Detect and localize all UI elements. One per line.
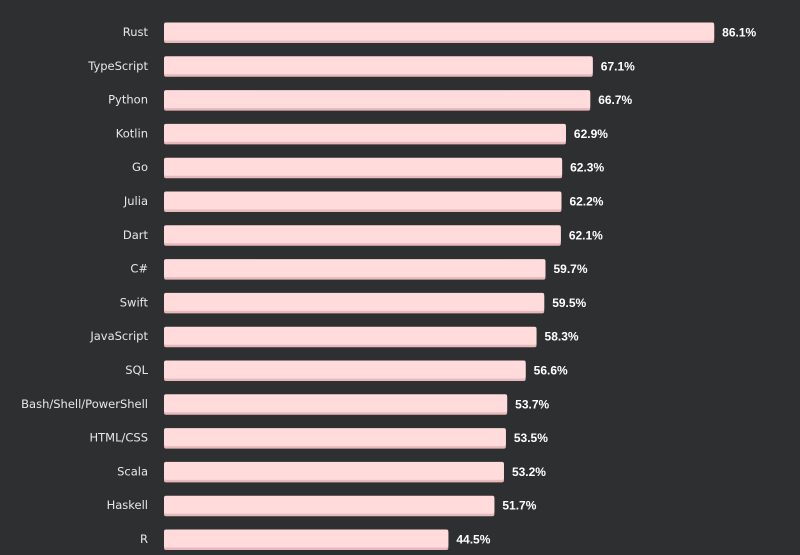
value-label-julia: 62.2%: [569, 195, 603, 209]
value-label-sql: 56.6%: [534, 364, 568, 378]
category-label-julia: Julia: [123, 194, 148, 208]
category-label-python: Python: [108, 93, 148, 107]
value-label-typescript: 67.1%: [601, 59, 635, 73]
value-label-haskell: 51.7%: [502, 499, 536, 513]
value-label-go: 62.3%: [570, 161, 604, 175]
value-label-c: 59.7%: [553, 262, 587, 276]
bar-html-css: [164, 428, 506, 447]
value-label-python: 66.7%: [598, 93, 632, 107]
bars: [164, 22, 715, 550]
category-label-bash-shell-powershell: Bash/Shell/PowerShell: [21, 397, 148, 411]
category-label-rust: Rust: [123, 25, 149, 39]
bar-c: [164, 259, 546, 278]
bar-scala: [164, 461, 504, 480]
category-label-javascript: JavaScript: [89, 329, 148, 343]
value-labels: 86.1% 67.1% 66.7% 62.9% 62.3% 62.2% 62.1% 59.7%…: [456, 26, 756, 547]
value-label-html-css: 53.5%: [514, 431, 548, 445]
category-label-r: R: [140, 532, 148, 546]
bar-julia: [164, 191, 562, 210]
bar-dart: [164, 225, 561, 244]
category-label-html-css: HTML/CSS: [89, 431, 148, 445]
bar-go: [164, 157, 563, 176]
bar-python: [164, 90, 591, 109]
category-label-scala: Scala: [117, 464, 148, 478]
category-label-typescript: TypeScript: [87, 59, 148, 73]
bar-r: [164, 529, 449, 548]
category-label-go: Go: [132, 160, 148, 174]
bar-bash-shell-powershell: [164, 394, 508, 413]
value-label-kotlin: 62.9%: [574, 127, 608, 141]
value-label-rust: 86.1%: [722, 26, 756, 40]
bar-javascript: [164, 326, 537, 345]
bar-swift: [164, 292, 545, 311]
category-label-c: C#: [130, 262, 148, 276]
category-label-kotlin: Kotlin: [116, 126, 148, 140]
bar-typescript: [164, 56, 593, 75]
value-label-r: 44.5%: [456, 533, 490, 547]
value-label-bash-shell-powershell: 53.7%: [515, 397, 549, 411]
category-label-swift: Swift: [120, 295, 149, 309]
bar-kotlin: [164, 123, 566, 142]
value-label-javascript: 58.3%: [545, 330, 579, 344]
category-labels: Rust TypeScript Python Kotlin Go Julia Dart C# S…: [21, 25, 148, 546]
category-label-haskell: Haskell: [107, 498, 148, 512]
category-label-dart: Dart: [123, 228, 149, 242]
value-label-scala: 53.2%: [512, 465, 546, 479]
bar-haskell: [164, 495, 495, 514]
bar-sql: [164, 360, 526, 379]
value-label-dart: 62.1%: [569, 228, 603, 242]
category-label-sql: SQL: [125, 363, 148, 377]
bar-rust: [164, 22, 715, 41]
value-label-swift: 59.5%: [552, 296, 586, 310]
